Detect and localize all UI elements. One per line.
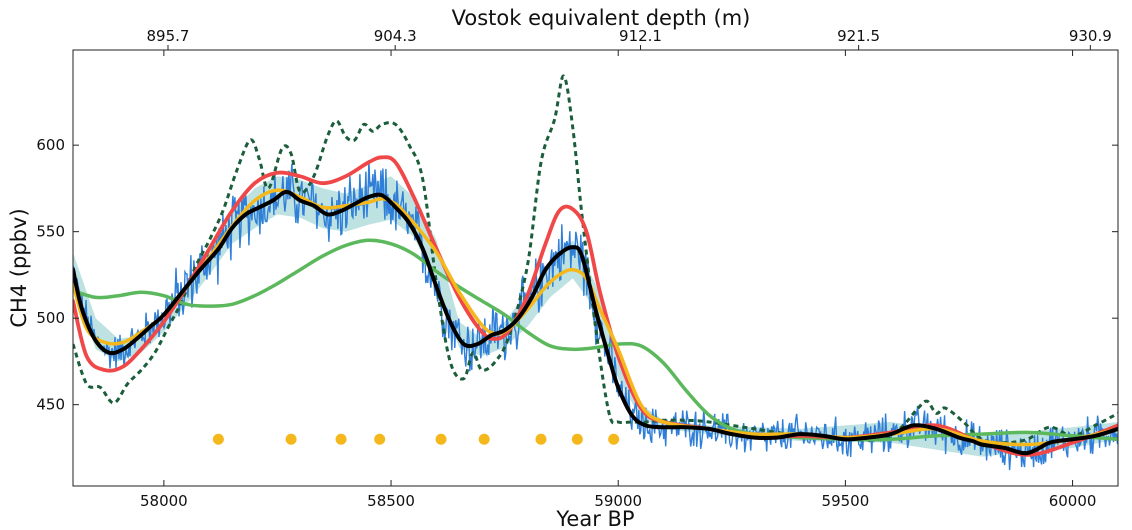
dotted-ch4-series	[73, 74, 1118, 445]
y-axis-title: CH4 (ppbv)	[7, 208, 31, 327]
tie-point-marker	[435, 433, 447, 445]
plot-area	[73, 74, 1118, 471]
top-tick-label: 921.5	[837, 27, 880, 45]
tie-point-marker	[608, 433, 620, 445]
top-axis-title: Vostok equivalent depth (m)	[452, 6, 751, 30]
x-tick-label: 60000	[1049, 492, 1097, 510]
top-tick-label: 895.7	[147, 27, 190, 45]
x-tick-label: 58000	[140, 492, 188, 510]
black-ch4-series	[73, 189, 1118, 456]
axes: 58000 58500 59000 59500 60000 450 500 550 600 895…	[36, 27, 1118, 510]
tie-point-marker	[212, 433, 224, 445]
tie-point-marker	[285, 433, 297, 445]
top-tick-label: 930.9	[1069, 27, 1112, 45]
plot-content	[73, 74, 1118, 471]
tie-point-marker	[478, 433, 490, 445]
y-tick-label: 600	[36, 136, 65, 154]
y-tick-label: 550	[36, 223, 65, 241]
tie-point-marker	[535, 433, 547, 445]
y-tick-label: 500	[36, 309, 65, 327]
plot-frame	[72, 49, 1119, 487]
x-tick-label: 58500	[367, 492, 415, 510]
y-tick-label: 450	[36, 396, 65, 414]
tie-point-marker	[374, 433, 386, 445]
top-tick-label: 904.3	[374, 27, 417, 45]
x-tick-label: 59500	[822, 492, 870, 510]
x-tick-label: 59000	[594, 492, 642, 510]
tie-point-marker	[335, 433, 347, 445]
tie-point-marker	[571, 433, 583, 445]
x-axis-title: Year BP	[555, 507, 634, 530]
top-tick-label: 912.1	[619, 27, 662, 45]
